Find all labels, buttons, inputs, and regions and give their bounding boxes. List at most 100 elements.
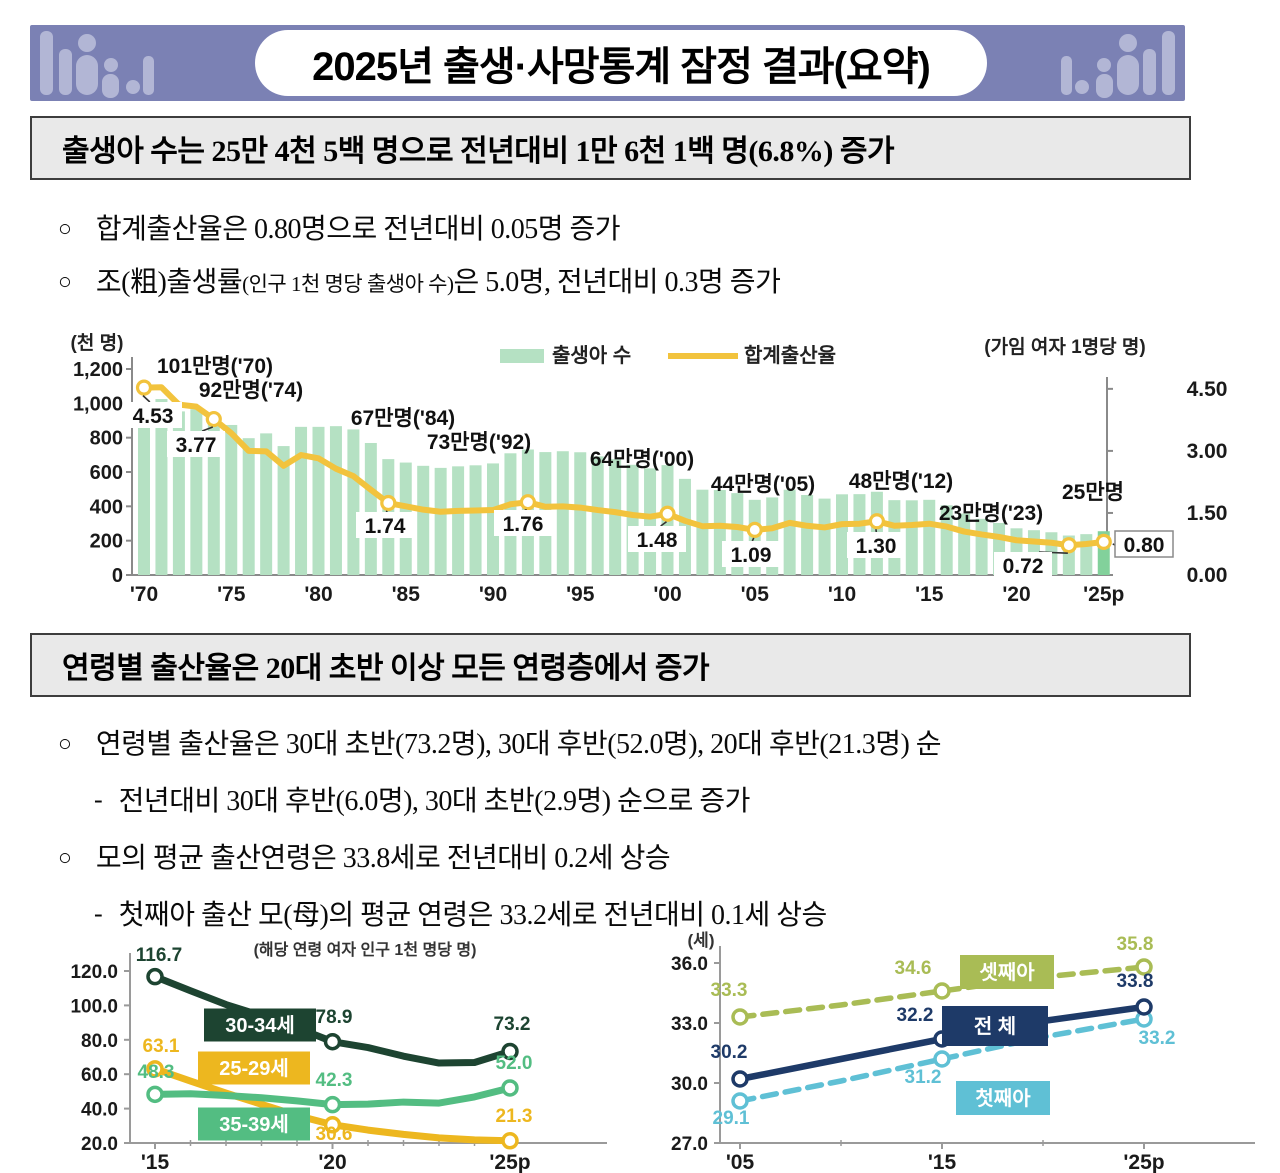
svg-text:0.72: 0.72 (1003, 555, 1044, 578)
svg-text:52.0: 52.0 (496, 1053, 533, 1074)
bullet-mean-age-text: 모의 평균 출산연령은 33.8세로 전년대비 0.2세 상승 (95, 843, 671, 874)
circle-bullet-icon: ○ (58, 216, 72, 241)
bullet-age-fertility-rank-text: 연령별 출산율은 30대 초반(73.2명), 30대 후반(52.0명), 2… (95, 729, 942, 760)
svg-text:60.0: 60.0 (81, 1065, 118, 1086)
svg-text:(해당 연령 여자 인구 1천 명당 명): (해당 연령 여자 인구 1천 명당 명) (254, 940, 477, 959)
svg-text:1,200: 1,200 (73, 359, 123, 381)
bullet-crude-birth-rate: ○ 조(粗)출생률(인구 1천 명당 출생아 수)은 5.0명, 전년대비 0.… (58, 260, 1248, 300)
svg-text:전 체: 전 체 (974, 1015, 1016, 1038)
svg-text:'15: '15 (915, 583, 944, 606)
svg-text:'00: '00 (653, 583, 681, 606)
svg-text:'15: '15 (928, 1151, 957, 1173)
svg-text:'85: '85 (392, 583, 421, 606)
svg-text:92만명('74): 92만명('74) (199, 379, 303, 402)
dash-bullet-icon: - (94, 785, 103, 814)
svg-text:33.0: 33.0 (671, 1014, 708, 1035)
bullet-mean-age: ○ 모의 평균 출산연령은 33.8세로 전년대비 0.2세 상승 (58, 836, 1248, 876)
svg-text:116.7: 116.7 (136, 945, 183, 966)
svg-text:600: 600 (90, 462, 123, 484)
svg-text:'15: '15 (141, 1151, 170, 1173)
svg-text:42.3: 42.3 (316, 1070, 353, 1091)
svg-text:'20: '20 (318, 1151, 346, 1173)
svg-text:셋째아: 셋째아 (979, 961, 1035, 984)
svg-text:64만명('00): 64만명('00) (590, 448, 694, 471)
svg-text:1.50: 1.50 (1187, 502, 1228, 525)
svg-text:101만명('70): 101만명('70) (157, 355, 273, 378)
svg-text:0: 0 (112, 565, 123, 587)
svg-text:100.0: 100.0 (70, 996, 118, 1017)
svg-text:'25p: '25p (1083, 583, 1124, 606)
bullet-age-fertility-rank: ○ 연령별 출산율은 30대 초반(73.2명), 30대 후반(52.0명),… (58, 722, 1248, 762)
svg-text:80.0: 80.0 (81, 1031, 118, 1052)
svg-text:1.74: 1.74 (365, 515, 406, 538)
dash-bullet-icon: - (94, 899, 103, 928)
svg-text:25-29세: 25-29세 (219, 1057, 289, 1080)
circle-bullet-icon: ○ (58, 731, 72, 756)
svg-text:200: 200 (90, 531, 123, 553)
svg-text:'80: '80 (304, 583, 332, 606)
svg-text:'10: '10 (828, 583, 856, 606)
svg-text:'25p: '25p (489, 1151, 530, 1173)
svg-text:35.8: 35.8 (1117, 934, 1154, 955)
svg-text:1,000: 1,000 (73, 393, 123, 415)
subbullet-age-fertility-change-text: 전년대비 30대 후반(6.0명), 30대 초반(2.9명) 순으로 증가 (118, 786, 751, 817)
bullet-section-fertility: ○ 합계출산율은 0.80명으로 전년대비 0.05명 증가 ○ 조(粗)출생률… (58, 207, 1248, 313)
births-fertility-chart: (천 명) (가임 여자 1명당 명) 출생아 수 합계출산율 1,200 1,000 80… (35, 332, 1245, 615)
svg-text:3.77: 3.77 (176, 434, 217, 457)
svg-text:34.6: 34.6 (895, 958, 932, 979)
subbullet-first-child-age: - 첫째아 출산 모(母)의 평균 연령은 33.2세로 전년대비 0.1세 상… (94, 893, 1248, 933)
svg-text:400: 400 (90, 496, 123, 518)
headline-box-births: 출생아 수는 25만 4천 5백 명으로 전년대비 1만 6천 1백 명(6.8… (30, 116, 1191, 180)
title-banner: 2025년 출생·사망통계 잠정 결과(요약) (30, 25, 1185, 101)
svg-text:29.1: 29.1 (713, 1108, 750, 1129)
bullet-total-fertility: ○ 합계출산율은 0.80명으로 전년대비 0.05명 증가 (58, 207, 1248, 247)
headline-births-text: 출생아 수는 25만 4천 5백 명으로 전년대비 1만 6천 1백 명(6.8… (62, 135, 895, 168)
svg-text:35-39세: 35-39세 (219, 1113, 289, 1136)
bullet-crude-rate-rest: 은 5.0명, 전년대비 0.3명 증가 (453, 267, 781, 298)
circle-bullet-icon: ○ (58, 269, 72, 294)
svg-text:31.2: 31.2 (905, 1067, 942, 1088)
people-bars-decoration-icon (40, 31, 154, 98)
page-title: 2025년 출생·사망통계 잠정 결과(요약) (312, 45, 931, 89)
svg-text:'05: '05 (726, 1151, 755, 1173)
svg-text:'05: '05 (741, 583, 770, 606)
svg-text:67만명('84): 67만명('84) (351, 407, 455, 430)
svg-text:20.0: 20.0 (81, 1134, 118, 1155)
subbullet-age-fertility-change: - 전년대비 30대 후반(6.0명), 30대 초반(2.9명) 순으로 증가 (94, 779, 1248, 819)
banner-title-capsule: 2025년 출생·사망통계 잠정 결과(요약) (255, 30, 987, 96)
svg-text:합계출산율: 합계출산율 (744, 344, 836, 367)
svg-text:30-34세: 30-34세 (225, 1014, 295, 1037)
svg-text:23만명('23): 23만명('23) (939, 502, 1043, 525)
svg-text:3.00: 3.00 (1187, 440, 1228, 463)
svg-text:(가임 여자 1명당 명): (가임 여자 1명당 명) (984, 336, 1145, 358)
bullet-crude-rate-main: 조(粗)출생률 (95, 267, 243, 298)
svg-text:'75: '75 (217, 583, 246, 606)
bullet-section-age: ○ 연령별 출산율은 30대 초반(73.2명), 30대 후반(52.0명),… (58, 722, 1248, 950)
people-bars-decoration-icon (1061, 31, 1175, 98)
svg-text:'90: '90 (479, 583, 507, 606)
age-group-fertility-chart: (해당 연령 여자 인구 1천 명당 명) 120.0 100.0 80.0 60.0 4… (60, 928, 620, 1173)
svg-text:36.0: 36.0 (671, 954, 708, 975)
headline-box-age-fertility: 연령별 출산율은 20대 초반 이상 모든 연령층에서 증가 (30, 633, 1191, 697)
svg-text:120.0: 120.0 (70, 962, 118, 983)
svg-text:27.0: 27.0 (671, 1134, 708, 1155)
svg-text:'70: '70 (130, 583, 158, 606)
svg-text:33.8: 33.8 (1117, 971, 1154, 992)
svg-text:40.0: 40.0 (81, 1100, 118, 1121)
svg-text:1.30: 1.30 (856, 535, 897, 558)
headline-age-fertility-text: 연령별 출산율은 20대 초반 이상 모든 연령층에서 증가 (62, 652, 710, 685)
svg-text:4.53: 4.53 (133, 405, 174, 428)
svg-text:'20: '20 (1002, 583, 1030, 606)
svg-text:44만명('05): 44만명('05) (711, 473, 815, 496)
mother-mean-age-chart: (세) 36.0 33.0 30.0 27.0 '05 '15 '25p 셋째아 전 체 첫째아 33… (665, 928, 1265, 1173)
bullet-crude-rate-paren: (인구 1천 명당 출생아 수) (242, 272, 454, 296)
svg-text:4.50: 4.50 (1187, 378, 1228, 401)
svg-text:48만명('12): 48만명('12) (849, 470, 953, 493)
svg-text:78.9: 78.9 (316, 1007, 353, 1028)
svg-text:30.0: 30.0 (671, 1074, 708, 1095)
svg-text:30.2: 30.2 (711, 1042, 748, 1063)
svg-text:30.6: 30.6 (316, 1124, 353, 1145)
births-fertility-chart-svg: (천 명) (가임 여자 1명당 명) 출생아 수 합계출산율 1,200 1,000 80… (71, 332, 1228, 606)
